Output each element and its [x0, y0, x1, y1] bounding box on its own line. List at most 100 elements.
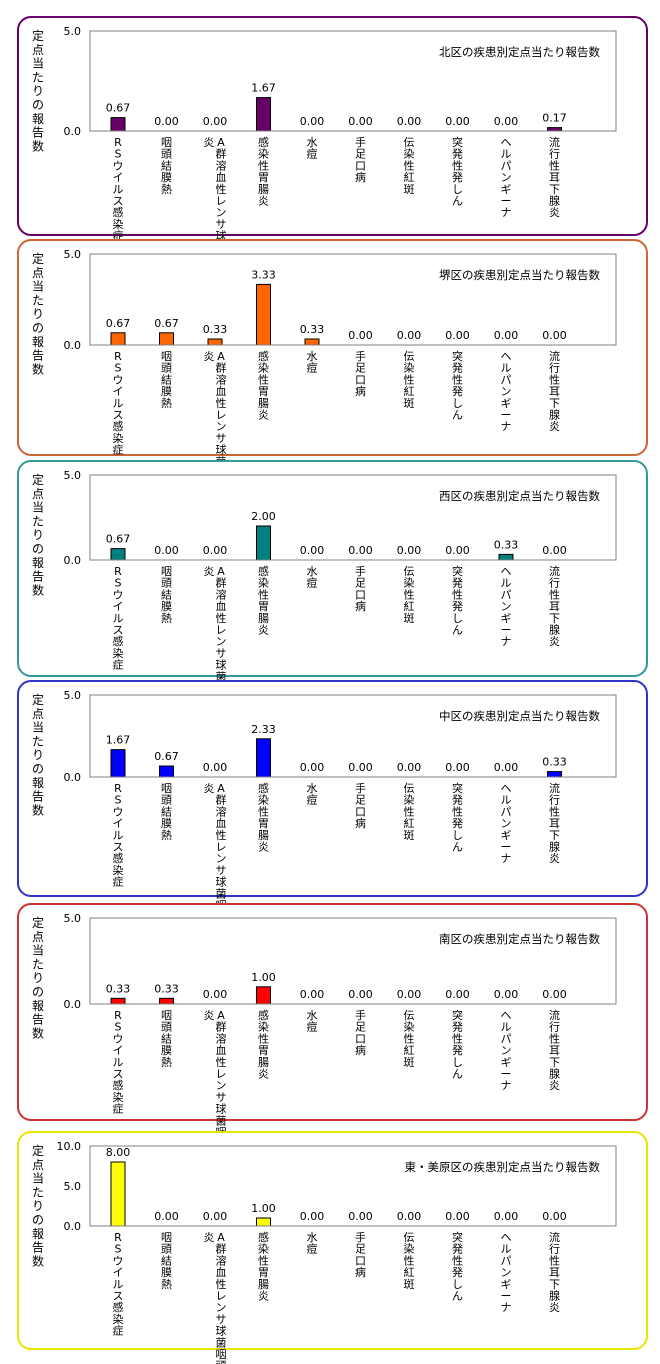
chart-title: 西区の疾患別定点当たり報告数 [439, 489, 600, 503]
category-label: 感染性胃腸炎 [258, 136, 269, 208]
data-label: 0.00 [203, 1210, 228, 1223]
panel-naka: 定点当たりの報告数 0.0 5.0 中区の疾患別定点当たり報告数 1.67 R S ウイルス感… [17, 680, 648, 924]
data-label: 0.00 [542, 544, 567, 557]
bar [110, 749, 126, 778]
data-label: 0.00 [542, 329, 567, 342]
bar [110, 997, 126, 1005]
data-label: 0.00 [445, 761, 470, 774]
bar [256, 1217, 271, 1227]
category-label: ヘルパンギーナ [501, 565, 512, 648]
chart-minami: 定点当たりの報告数 0.0 5.0 南区の疾患別定点当たり報告数 0.33 R S ウイルス感… [32, 912, 617, 1151]
category-label: 咽頭結膜熱 [161, 1009, 172, 1069]
data-label: 0.33 [542, 756, 567, 769]
category-label: 流行性耳下腺炎 [549, 1008, 560, 1092]
data-label: 0.00 [203, 761, 228, 774]
data-label: 0.67 [154, 317, 179, 330]
data-label: 0.00 [300, 115, 325, 128]
bar [159, 997, 174, 1005]
bar [498, 553, 514, 561]
category-label: 伝染性紅斑 [404, 565, 415, 625]
category-label: 水痘 [307, 350, 318, 375]
data-label: 0.00 [542, 988, 567, 1001]
data-label: 0.00 [348, 329, 373, 342]
data-label: 0.00 [348, 761, 373, 774]
data-label: 0.00 [397, 761, 422, 774]
category-label: A群溶血性レンサ球菌咽頭炎 [204, 1231, 227, 1364]
data-label: 0.33 [106, 982, 131, 995]
y-tick-label: 5.0 [64, 469, 82, 482]
category-label: 手足口病 [355, 1230, 366, 1279]
y-tick-label: 0.0 [64, 998, 82, 1011]
y-tick-label: 0.0 [64, 771, 82, 784]
panel-sakai: 定点当たりの報告数 0.0 5.0 堺区の疾患別定点当たり報告数 0.67 R S ウイルス感… [17, 239, 648, 492]
category-label: 伝染性紅斑 [404, 136, 415, 196]
y-tick-label: 0.0 [64, 339, 82, 352]
category-label: 突発性発しん [452, 1230, 463, 1303]
panel-higashi-mihara: 定点当たりの報告数 0.0 5.0 10.0 東・美原区の疾患別定点当たり報告数 8.00… [17, 1131, 648, 1364]
chart-title: 北区の疾患別定点当たり報告数 [439, 45, 600, 59]
data-label: 0.00 [348, 1210, 373, 1223]
y-tick-label: 5.0 [64, 689, 82, 702]
data-label: 0.00 [494, 761, 519, 774]
category-label: 水痘 [307, 782, 318, 807]
data-label: 0.00 [348, 115, 373, 128]
data-label: 0.00 [445, 988, 470, 1001]
category-label: R S ウイルス感染症 [113, 565, 124, 672]
data-label: 0.00 [154, 544, 179, 557]
data-label: 0.00 [300, 544, 325, 557]
category-label: 流行性耳下腺炎 [549, 349, 560, 433]
category-label: 突発性発しん [452, 1008, 463, 1081]
data-label: 1.00 [251, 971, 276, 984]
data-label: 0.33 [494, 538, 519, 551]
category-label: 手足口病 [355, 781, 366, 830]
plot-area [89, 694, 617, 778]
data-label: 0.00 [348, 544, 373, 557]
chart-kita: 定点当たりの報告数 0.0 5.0 北区の疾患別定点当たり報告数 0.67 R S ウイルス感… [32, 25, 617, 278]
data-label: 0.00 [397, 115, 422, 128]
data-label: 1.67 [106, 734, 131, 747]
category-label: 流行性耳下腺炎 [549, 781, 560, 865]
bar [159, 765, 174, 778]
data-label: 0.67 [106, 102, 131, 115]
bar [256, 283, 271, 346]
category-label: 手足口病 [355, 564, 366, 613]
data-label: 0.00 [397, 329, 422, 342]
data-label: 0.00 [203, 988, 228, 1001]
y-tick-label: 10.0 [57, 1140, 82, 1153]
y-axis-title: 定点当たりの報告数 [32, 692, 44, 817]
y-tick-label: 5.0 [64, 248, 82, 261]
category-label: R S ウイルス感染症 [113, 782, 124, 889]
data-label: 0.17 [542, 112, 567, 125]
plot-area [89, 917, 617, 1005]
data-label: 0.00 [542, 1210, 567, 1223]
category-label: 流行性耳下腺炎 [549, 135, 560, 219]
category-label: 水痘 [307, 565, 318, 590]
panel-kita: 定点当たりの報告数 0.0 5.0 北区の疾患別定点当たり報告数 0.67 R S ウイルス感… [17, 16, 648, 278]
category-label: 感染性胃腸炎 [258, 565, 269, 637]
category-label: 咽頭結膜熱 [161, 136, 172, 196]
plot-area [89, 1145, 617, 1227]
chart-nishi: 定点当たりの報告数 0.0 5.0 西区の疾患別定点当たり報告数 0.67 R S ウイルス感… [32, 469, 617, 707]
y-axis-title: 定点当たりの報告数 [32, 915, 44, 1040]
chart-title: 堺区の疾患別定点当たり報告数 [439, 268, 600, 282]
data-label: 0.00 [397, 1210, 422, 1223]
panel-minami: 定点当たりの報告数 0.0 5.0 南区の疾患別定点当たり報告数 0.33 R S ウイルス感… [17, 903, 648, 1151]
category-label: R S ウイルス感染症 [113, 1231, 124, 1338]
category-label: 突発性発しん [452, 135, 463, 208]
bar [304, 338, 320, 346]
data-label: 0.00 [348, 988, 373, 1001]
category-label: ヘルパンギーナ [501, 1009, 512, 1092]
data-label: 0.33 [300, 323, 325, 336]
category-label: 突発性発しん [452, 781, 463, 854]
data-label: 3.33 [251, 268, 276, 281]
data-label: 0.00 [203, 115, 228, 128]
data-label: 0.33 [203, 323, 228, 336]
data-label: 0.00 [203, 544, 228, 557]
data-label: 0.00 [445, 544, 470, 557]
category-label: 水痘 [307, 1009, 318, 1034]
chart-title: 中区の疾患別定点当たり報告数 [439, 709, 600, 723]
category-label: A群溶血性レンサ球菌咽頭炎 [204, 1009, 227, 1151]
category-label: R S ウイルス感染症 [113, 136, 124, 243]
category-label: ヘルパンギーナ [501, 136, 512, 219]
data-label: 0.00 [445, 329, 470, 342]
